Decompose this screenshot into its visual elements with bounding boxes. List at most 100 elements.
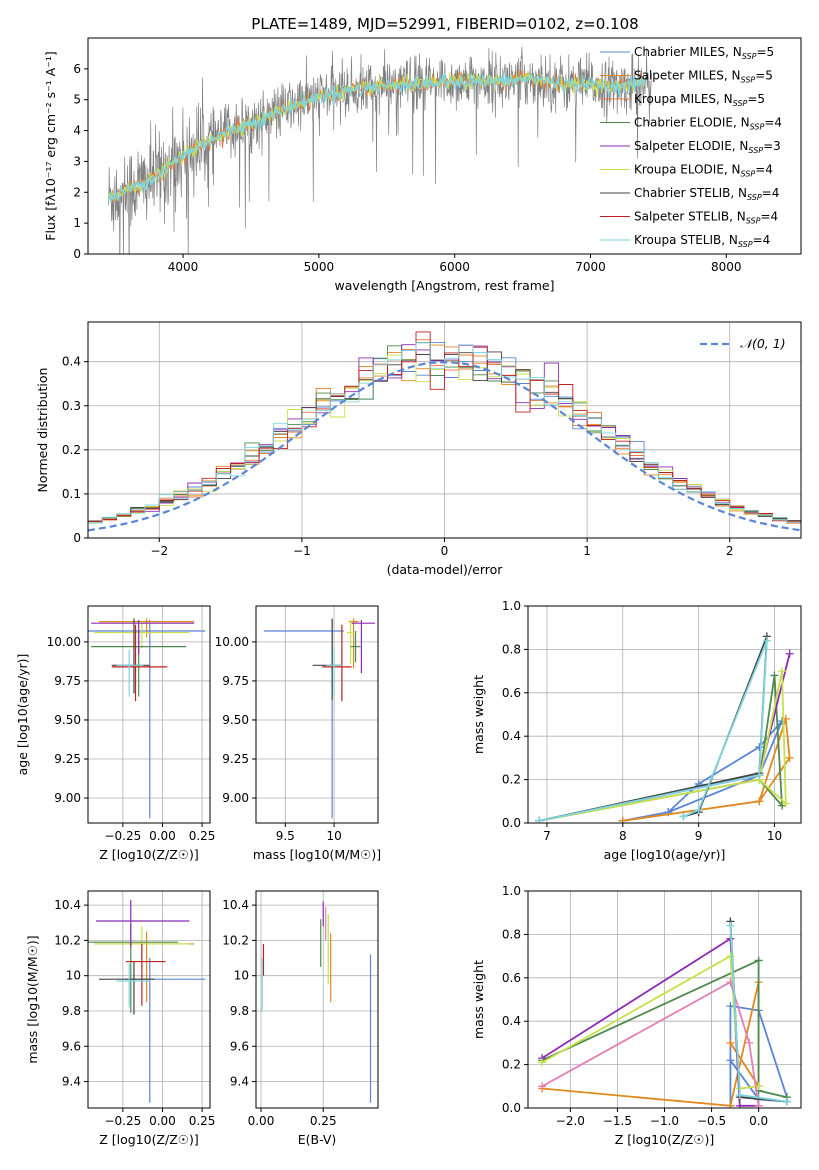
y-tick-label: 9.50 bbox=[54, 713, 81, 727]
x-tick-label: 0.00 bbox=[149, 829, 176, 843]
plot-area bbox=[88, 331, 801, 532]
y-tick-label: 0.2 bbox=[62, 443, 81, 457]
weight-point bbox=[755, 743, 764, 752]
x-axis-label: Z [log10(Z/Z☉)] bbox=[99, 1132, 199, 1147]
errorbar bbox=[116, 649, 144, 697]
errorbar bbox=[88, 620, 206, 819]
errorbar bbox=[111, 618, 150, 694]
y-tick-label: 1.0 bbox=[502, 599, 521, 613]
x-tick-label: 7000 bbox=[575, 260, 606, 274]
weight-point bbox=[679, 812, 688, 821]
x-tick-label: 8000 bbox=[711, 260, 742, 274]
legend-entry: Salpeter ELODIE, NSSP=3 bbox=[634, 139, 781, 155]
y-tick-label: 9.4 bbox=[62, 1075, 81, 1089]
weight-series bbox=[539, 636, 768, 822]
y-tick-label: 3 bbox=[73, 154, 81, 168]
plot-area bbox=[538, 917, 791, 1108]
grid bbox=[528, 890, 801, 1109]
y-tick-label: 9.00 bbox=[54, 791, 81, 805]
legend-entry: Chabrier MILES, NSSP=5 bbox=[634, 45, 774, 61]
weight-point bbox=[735, 1101, 744, 1108]
legend-entry: 𝒩(0, 1) bbox=[740, 336, 786, 351]
weight-point bbox=[726, 1038, 735, 1047]
y-tick-label: 2 bbox=[73, 185, 81, 199]
y-tick-label: 0.4 bbox=[502, 1014, 521, 1028]
weight-point bbox=[754, 956, 763, 965]
y-tick-label: 9.50 bbox=[222, 713, 249, 727]
weight-series bbox=[539, 670, 787, 822]
x-axis-label: age [log10(age/yr)] bbox=[604, 847, 726, 862]
y-tick-label: 0.6 bbox=[502, 971, 521, 985]
histogram-series bbox=[88, 342, 801, 524]
x-tick-label: 0.25 bbox=[189, 1114, 216, 1128]
grid bbox=[528, 605, 801, 824]
x-tick-label: 0.25 bbox=[189, 829, 216, 843]
plot-area bbox=[535, 632, 794, 823]
grid bbox=[256, 891, 378, 1108]
plot-area bbox=[263, 618, 376, 819]
x-tick-label: 8 bbox=[619, 829, 627, 843]
axes-frame: −0.25 0.00 0.25 9.00 9.25 9.50 9.75 10.00 Z [log… bbox=[15, 605, 216, 862]
y-tick-label: 6 bbox=[73, 62, 81, 76]
y-tick-label: 0.0 bbox=[502, 816, 521, 830]
x-tick-label: 0.25 bbox=[310, 1114, 337, 1128]
y-tick-label: 10.2 bbox=[222, 933, 249, 947]
legend-entry: Salpeter STELIB, NSSP=4 bbox=[634, 210, 778, 226]
weight-point bbox=[694, 805, 703, 814]
axes-frame: 0.00 0.25 9.4 9.6 9.8 10 10.2 10.4 E(B-V) bbox=[222, 890, 379, 1147]
axes-frame: 9.5 10 9.00 9.25 9.50 9.75 10.00 mass [log10(M/… bbox=[215, 605, 381, 862]
y-tick-label: 4 bbox=[73, 124, 81, 138]
y-tick-label: 9.75 bbox=[54, 674, 81, 688]
legend-entry: Chabrier ELODIE, NSSP=4 bbox=[634, 116, 782, 132]
y-axis-label: Normed distribution bbox=[35, 368, 50, 493]
weight-point bbox=[762, 636, 771, 645]
errorbar bbox=[350, 630, 361, 663]
weight-point bbox=[735, 1090, 744, 1099]
weight-series bbox=[541, 937, 759, 1107]
y-tick-label: 0.6 bbox=[502, 686, 521, 700]
errorbar bbox=[116, 963, 150, 1008]
weight-point bbox=[618, 816, 627, 823]
axes-frame: −2 −1 0 1 2 0 0.1 0.2 0.3 0.4 (data-model)/error No… bbox=[35, 321, 802, 577]
errorbar bbox=[95, 899, 190, 948]
weight-point bbox=[782, 1097, 791, 1106]
age-vs-mass-plot: 9.5 10 9.00 9.25 9.50 9.75 10.00 mass [log10(M/… bbox=[215, 605, 381, 862]
grid bbox=[88, 606, 210, 823]
errorbar bbox=[91, 620, 195, 655]
y-tick-label: 0.8 bbox=[502, 927, 521, 941]
y-tick-label: 10.00 bbox=[47, 635, 81, 649]
weight-point bbox=[778, 667, 787, 676]
axes-border bbox=[87, 890, 211, 1109]
x-tick-label: 7 bbox=[543, 829, 551, 843]
x-axis-label: mass [log10(M/M☉)] bbox=[253, 847, 381, 862]
y-tick-label: 0.4 bbox=[62, 355, 81, 369]
x-axis-label: Z [log10(Z/Z☉)] bbox=[615, 1132, 715, 1147]
x-tick-label: −1 bbox=[293, 544, 311, 558]
y-axis-label: Flux [fλ10⁻¹⁷ erg cm⁻² s⁻¹ A⁻¹] bbox=[43, 51, 58, 240]
errorbar bbox=[326, 649, 342, 697]
axes-frame: 4000 5000 6000 7000 8000 0 1 2 3 4 5 6 wavelength [A… bbox=[43, 37, 802, 293]
grid bbox=[88, 891, 210, 1108]
weight-point bbox=[770, 671, 779, 680]
legend-entry: Kroupa STELIB, NSSP=4 bbox=[634, 233, 770, 249]
y-tick-label: 9.4 bbox=[230, 1075, 249, 1089]
errorbar bbox=[99, 618, 195, 638]
plot-area bbox=[88, 899, 206, 1103]
y-tick-label: 9.8 bbox=[62, 1004, 81, 1018]
weight-point bbox=[755, 797, 764, 806]
y-tick-label: 10 bbox=[66, 969, 81, 983]
mass-weight-vs-metallicity-plot: −2.0 −1.5 −1.0 −0.5 0.0 0.0 0.2 0.4 0.6 0.8 1.0 Z [… bbox=[471, 884, 802, 1147]
errorbar bbox=[111, 624, 168, 702]
x-tick-label: 1 bbox=[583, 544, 591, 558]
x-tick-label: −0.25 bbox=[104, 1114, 141, 1128]
weight-point bbox=[538, 1058, 547, 1067]
legend-entry: Salpeter MILES, NSSP=5 bbox=[634, 69, 773, 85]
y-axis-label: mass weight bbox=[471, 960, 486, 1039]
errorbar bbox=[94, 620, 190, 649]
residual-histogram-plot: −2 −1 0 1 2 0 0.1 0.2 0.3 0.4 (data-model)/error No… bbox=[35, 321, 802, 577]
y-tick-label: 9.8 bbox=[230, 1004, 249, 1018]
axes-frame: −0.25 0.00 0.25 9.4 9.6 9.8 10 10.2 10.4 Z [log10… bbox=[25, 890, 216, 1147]
weight-point bbox=[745, 1038, 754, 1047]
x-tick-label: 0.00 bbox=[149, 1114, 176, 1128]
